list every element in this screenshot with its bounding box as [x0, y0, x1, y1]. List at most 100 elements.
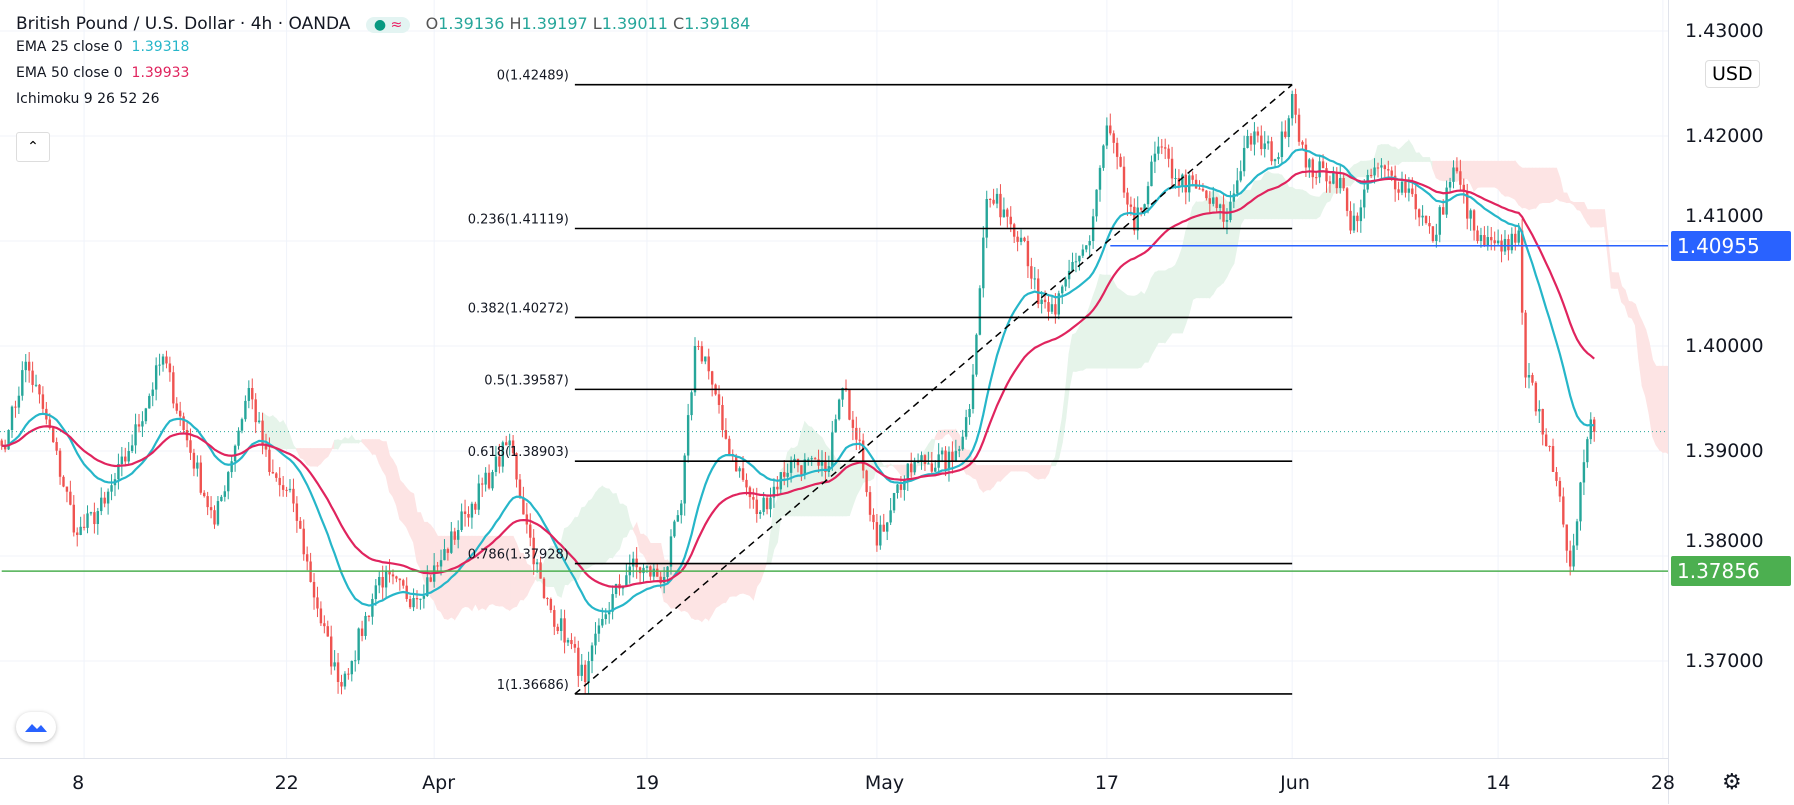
candle-body [1472, 210, 1476, 231]
candle-body [408, 598, 412, 608]
candle [1544, 428, 1548, 447]
candle [985, 190, 988, 249]
market-status-badge[interactable]: ● ≈ [365, 17, 411, 33]
price-chart[interactable]: 0(1.42489) 0.236(1.41119) 0.382(1.40272) 0.… [0, 0, 1668, 758]
candle [1019, 229, 1023, 246]
candle-body [759, 511, 762, 514]
price-tick-label: 1.39000 [1685, 440, 1764, 462]
symbol-name[interactable]: British Pound / U.S. Dollar [16, 14, 235, 34]
fib-level-label: 0.786(1.37928) [468, 548, 569, 563]
candle [1476, 225, 1479, 244]
candle-body [1263, 143, 1266, 150]
ichimoku-cloud-segment [334, 439, 339, 450]
candle-body [783, 472, 786, 477]
candle-body [710, 371, 714, 385]
ichimoku-cloud-segment [1617, 272, 1623, 303]
candle [590, 642, 594, 674]
candle [395, 575, 398, 583]
candle-body [93, 512, 96, 525]
candle-body [467, 514, 470, 518]
candle-body [1026, 241, 1030, 267]
candle-body [1280, 131, 1284, 157]
ichimoku-cloud-segment [1164, 268, 1170, 344]
price-axis[interactable]: 1.37000 1.38000 1.39000 1.40000 1.41000 1.420… [1668, 0, 1794, 804]
ichimoku-cloud-segment [701, 563, 706, 623]
candle [851, 410, 855, 441]
candle-body [17, 395, 21, 408]
candle-body [1544, 434, 1548, 446]
candle-body [1078, 255, 1081, 262]
ichimoku-cloud-segment [1648, 342, 1654, 437]
candle-body [505, 442, 508, 446]
ichimoku-cloud-segment [818, 433, 823, 517]
candle-body [487, 472, 491, 489]
time-axis[interactable]: 8 22 Apr 19 May 17 Jun 14 28 [0, 758, 1675, 805]
tradingview-logo-button[interactable] [16, 712, 56, 742]
candle-body [817, 459, 820, 466]
price-label-tag[interactable]: 1.37856 [1671, 556, 1791, 587]
candle [597, 618, 601, 642]
candle [1575, 518, 1579, 550]
candle-body [443, 549, 446, 561]
candle-body [86, 513, 89, 528]
ichimoku-cloud-segment [1034, 465, 1039, 480]
ichimoku-cloud-segment [1257, 179, 1262, 220]
ichimoku-cloud-segment [632, 521, 638, 537]
ichimoku-cloud-segment [1470, 160, 1475, 192]
currency-button[interactable]: USD [1705, 60, 1760, 88]
chevron-up-icon: ⌃ [27, 139, 39, 155]
candle [1356, 212, 1359, 233]
low-value: 1.39011 [601, 14, 668, 33]
ichimoku-cloud-segment [413, 493, 418, 562]
candle-body [1115, 142, 1119, 157]
ichimoku-cloud-segment [1113, 280, 1118, 369]
candle-body [1424, 215, 1428, 224]
ichimoku-cloud-segment [1555, 168, 1561, 202]
candle [1297, 108, 1301, 146]
ichimoku-cloud-segment [292, 444, 298, 452]
indicator-ema25[interactable]: EMA 25 close 0 1.39318 [16, 39, 190, 55]
time-tick-label: 17 [1094, 772, 1120, 794]
ichimoku-cloud-segment [1549, 167, 1554, 204]
candle [1201, 183, 1205, 192]
candle [491, 469, 494, 491]
candle-body [1517, 230, 1520, 243]
ichimoku-cloud-segment [320, 448, 325, 465]
candle [525, 502, 529, 534]
candle-body [329, 636, 333, 667]
candle [1503, 230, 1507, 255]
candle-body [892, 493, 896, 511]
indicator-ema50[interactable]: EMA 50 close 0 1.39933 [16, 65, 190, 81]
candle [848, 389, 851, 421]
candle-body [1284, 131, 1287, 138]
time-tick-label: Apr [422, 772, 456, 794]
ichimoku-cloud-segment [1511, 160, 1516, 201]
candle-body [58, 450, 62, 477]
candle-body [1047, 302, 1050, 312]
collapse-legend-button[interactable]: ⌃ [16, 132, 50, 162]
candle [144, 407, 148, 425]
ichimoku-cloud-segment [1264, 170, 1269, 220]
time-tick-label: 14 [1486, 772, 1511, 794]
candle [364, 611, 367, 640]
candle [51, 427, 55, 444]
candle [1562, 487, 1565, 528]
price-label-tag[interactable]: 1.40955 [1671, 230, 1791, 261]
ichimoku-cloud-segment [440, 535, 445, 619]
indicator-ichimoku[interactable]: Ichimoku 9 26 52 26 [16, 91, 160, 107]
candle [1112, 130, 1115, 154]
candle [110, 474, 113, 501]
candle-body [436, 565, 439, 567]
gear-icon[interactable]: ⚙ [1722, 770, 1742, 795]
candle [460, 503, 463, 533]
ichimoku-cloud-segment [1425, 157, 1430, 162]
candle-body [707, 356, 710, 372]
candle [745, 473, 748, 496]
candle-body [704, 356, 707, 362]
ichimoku-cloud-segment [371, 439, 377, 455]
candle [1527, 363, 1531, 389]
candle [1469, 208, 1472, 231]
price-tick-label: 1.38000 [1685, 530, 1764, 553]
candle [858, 427, 861, 450]
candle-body [734, 456, 738, 472]
